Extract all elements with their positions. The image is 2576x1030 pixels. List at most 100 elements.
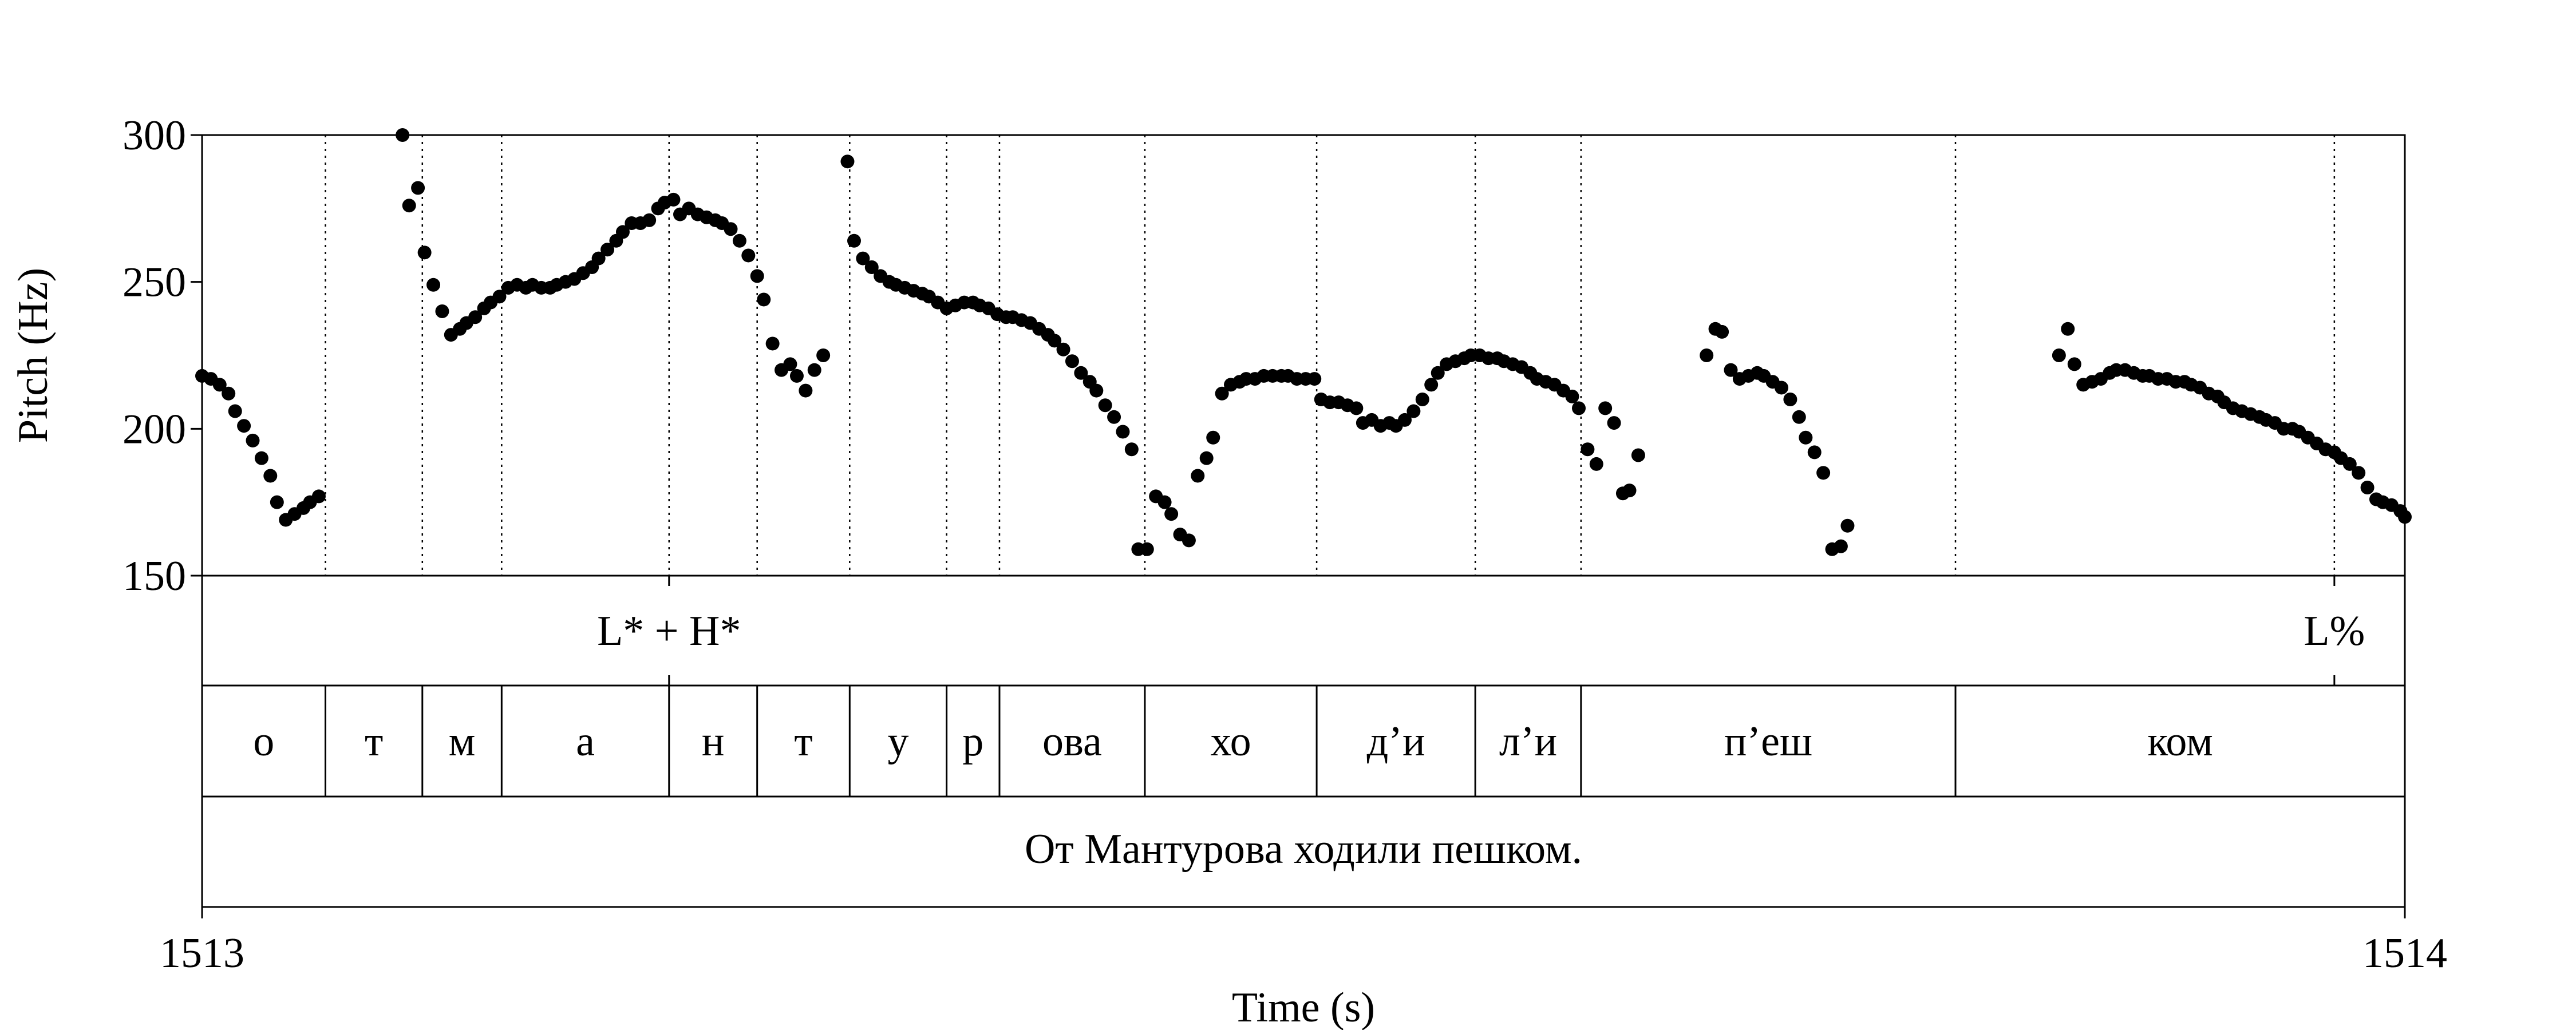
pitch-point <box>1140 542 1154 556</box>
pitch-point <box>402 199 416 213</box>
pitch-point <box>1157 495 1172 509</box>
pitch-point <box>1074 366 1088 380</box>
segment-boundaries <box>324 135 2336 797</box>
pitch-point <box>254 451 268 465</box>
pitch-point <box>1191 469 1205 483</box>
segment-label: м <box>449 718 476 765</box>
pitch-point <box>417 245 432 260</box>
pitch-point <box>2398 510 2412 524</box>
pitch-point <box>1783 393 1797 406</box>
pitch-point <box>1607 416 1621 430</box>
pitch-point <box>246 433 260 447</box>
pitch-point <box>732 233 746 248</box>
pitch-point <box>263 469 278 483</box>
pitch-points <box>195 128 2412 556</box>
pitch-point <box>741 248 756 263</box>
pitch-point <box>1572 401 1586 415</box>
segment-label: т <box>365 718 383 765</box>
pitch-point <box>757 292 771 307</box>
y-tick-label: 250 <box>123 259 186 306</box>
segment-label: у <box>887 718 908 765</box>
pitch-point <box>856 251 870 266</box>
pitch-point <box>1424 378 1439 392</box>
pitch-point <box>1398 413 1412 427</box>
pitch-point <box>666 192 681 207</box>
pitch-point <box>1349 401 1364 415</box>
segment-label: р <box>962 718 983 765</box>
pitch-point <box>1107 410 1121 424</box>
pitch-panel-frame <box>201 134 2406 577</box>
pitch-point <box>411 181 425 195</box>
pitch-point <box>1048 334 1062 348</box>
segment-tier-frame <box>201 684 2406 798</box>
pitch-point <box>1098 398 1112 413</box>
pitch-point <box>1116 425 1130 439</box>
x-axis: 1513 1514 <box>160 907 2447 977</box>
pitch-point <box>1715 324 1729 339</box>
segment-label: ова <box>1042 718 1102 765</box>
pitch-point <box>435 304 449 318</box>
x-tick-label: 1513 <box>160 930 244 977</box>
y-tick-label: 150 <box>123 553 186 600</box>
pitch-point <box>492 290 507 304</box>
pitch-point <box>468 310 483 324</box>
pitch-point <box>591 251 606 266</box>
pitch-point <box>1164 507 1179 521</box>
segment-label: о <box>253 718 274 765</box>
pitch-point <box>1215 386 1229 401</box>
pitch-point <box>816 348 831 362</box>
pitch-point <box>228 404 242 418</box>
pitch-point <box>864 260 879 274</box>
segment-label: а <box>576 718 595 765</box>
pitch-point <box>1589 457 1603 471</box>
pitch-point <box>1807 445 1822 459</box>
pitch-point <box>799 383 813 398</box>
pitch-point <box>396 128 410 142</box>
pitch-point <box>1792 410 1806 424</box>
segment-label: ком <box>2147 718 2213 765</box>
segment-label: д’и <box>1367 718 1425 765</box>
y-axis-label: Pitch (Hz) <box>10 268 57 443</box>
pitch-point <box>1775 381 1789 395</box>
pitch-point <box>270 495 284 509</box>
tone-label: L% <box>2304 608 2365 655</box>
tone-label: L* + H* <box>597 608 741 655</box>
pitch-point <box>765 336 780 351</box>
segment-label: п’еш <box>1724 718 1812 765</box>
pitch-point <box>642 213 657 227</box>
y-axis: 300 250 200 150 <box>123 112 202 600</box>
pitch-point <box>2360 481 2374 494</box>
pitch-point <box>2061 322 2075 336</box>
pitch-panel <box>201 134 2406 577</box>
pitch-point <box>1199 451 1214 465</box>
pitch-point <box>1840 518 1855 533</box>
pitch-point <box>222 386 236 401</box>
pitch-point <box>1799 430 1813 445</box>
pitch-point <box>840 154 855 169</box>
pitch-point <box>1816 466 1831 480</box>
pitch-point <box>1431 366 1445 380</box>
pitch-point <box>1206 430 1220 445</box>
pitch-point <box>783 357 797 371</box>
y-tick-label: 300 <box>123 112 186 159</box>
sentence-label: От Мантурова ходили пешком. <box>1025 826 1582 873</box>
pitch-point <box>311 489 326 504</box>
pitch-point <box>847 233 862 248</box>
segment-label: л’и <box>1499 718 1557 765</box>
pitch-point <box>1834 539 1848 553</box>
pitch-point <box>1124 442 1139 457</box>
pitch-point <box>1056 342 1070 356</box>
pitch-point <box>1631 448 1645 462</box>
pitch-point <box>2342 457 2357 471</box>
pitch-point <box>1598 401 1613 415</box>
pitch-point <box>2052 348 2066 362</box>
x-tick-label: 1514 <box>2362 930 2447 977</box>
pitch-point <box>1065 354 1079 369</box>
pitch-point <box>807 363 821 377</box>
pitch-point <box>237 419 251 433</box>
pitch-point <box>1415 393 1429 406</box>
pitch-point <box>615 225 630 239</box>
sentence-tier-frame <box>201 795 2406 908</box>
segment-label: хо <box>1210 718 1251 765</box>
